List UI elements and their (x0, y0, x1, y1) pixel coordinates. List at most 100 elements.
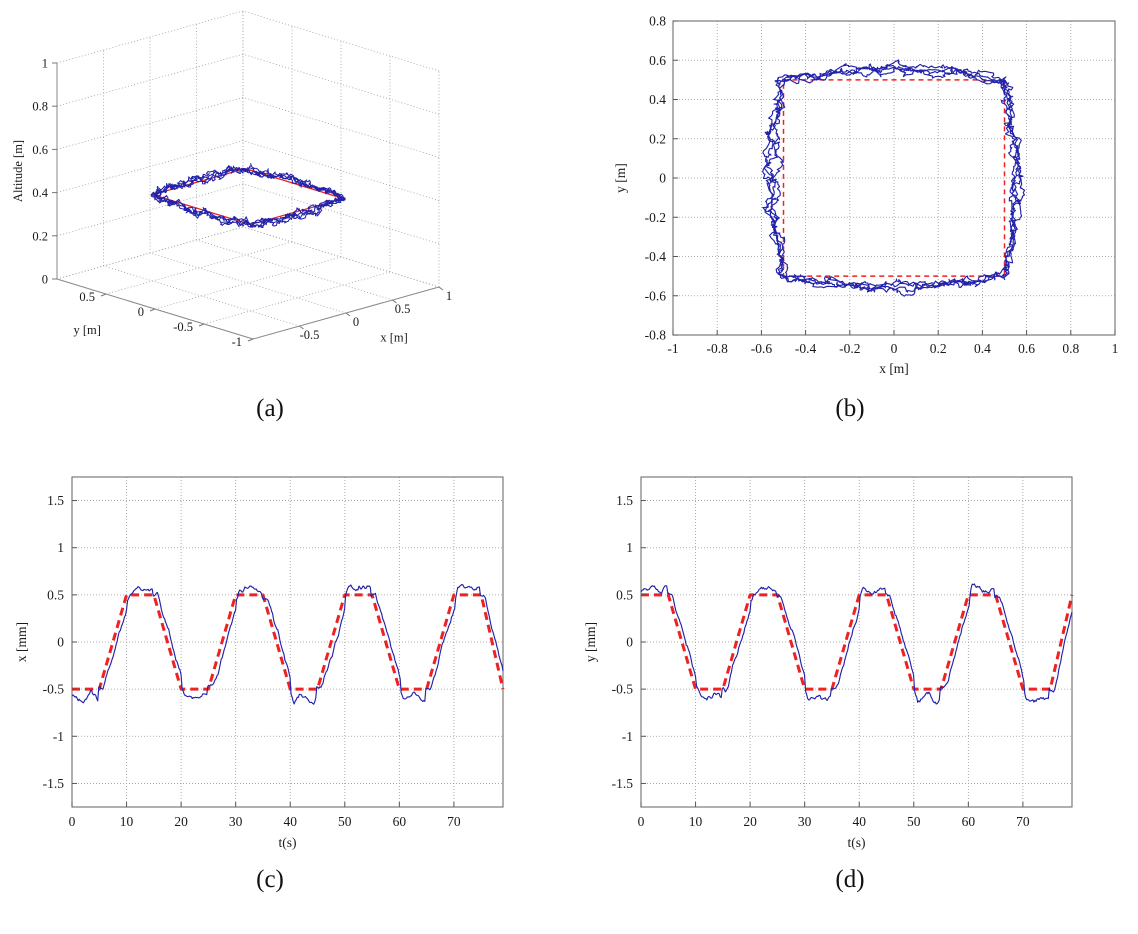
axis-label: 0 (659, 171, 666, 186)
axis-label: 0.6 (649, 53, 666, 68)
axis-label: -0.6 (751, 341, 773, 356)
axis-ticks: -1.5 -1 -0.5 0 0.5 1 1.5 0 10 20 30 40 50 60 70 (43, 493, 461, 829)
axis-label: 50 (907, 814, 921, 829)
reference-trace (150, 167, 346, 226)
grid-lines (72, 477, 503, 807)
axis-label: -0.5 (43, 682, 65, 697)
axis-label: -1.5 (612, 776, 634, 791)
subplot-b-xy-trajectory: -0.8 -0.6 -0.4 -0.2 0 0.2 0.4 0.6 0.8 -1 -0.8 -0.6-… (569, 0, 1138, 390)
y-axis-title: y [m] (73, 323, 100, 337)
axis-label: 60 (393, 814, 407, 829)
axis-label: -1 (232, 335, 242, 349)
axis-label: 60 (962, 814, 976, 829)
axis-label: 0.8 (1062, 341, 1079, 356)
axis-label: 0.6 (1018, 341, 1035, 356)
axis-label: 0 (626, 635, 633, 650)
axis-label: 10 (689, 814, 703, 829)
actual-trace (150, 163, 346, 229)
axis-label: -1 (667, 341, 678, 356)
axis-label: -0.8 (707, 341, 729, 356)
plot-b: -0.8-0.6-0.4-0.200.20.40.60.8-1 -0.8 -0.6-… (613, 14, 1118, 377)
axis-label: 0 (638, 814, 645, 829)
axis-label: 0 (42, 273, 48, 287)
axis-label: 1 (57, 540, 64, 555)
plot-c: -1.5 -1 -0.5 0 0.5 1 1.5 0 10 20 30 40 50 60 70 t(s) x [… (14, 476, 505, 850)
axis-label: -1 (53, 729, 64, 744)
axis-label: 50 (338, 814, 352, 829)
axis-label: 1 (1112, 341, 1119, 356)
grid-lines (673, 21, 1115, 335)
subplot-c-x-vs-time: -1.5 -1 -0.5 0 0.5 1 1.5 0 10 20 30 40 50 60 70 t(s) x [… (0, 455, 569, 860)
x-axis-title: x [m] (380, 331, 407, 345)
axis-label: 30 (798, 814, 812, 829)
axis-label: 0 (138, 305, 144, 319)
axis-label: 40 (283, 814, 297, 829)
axis-label: 30 (229, 814, 243, 829)
axis-label: -0.6 (645, 288, 667, 303)
axis-label: 70 (1016, 814, 1030, 829)
axis-label: 70 (447, 814, 461, 829)
plot-a: 0 0.2 0.4 0.6 0.8 1 -1 -0.5 0 0.5 -0.5 0 0.5 1 Altitud… (11, 10, 452, 350)
axis-label: -0.4 (645, 249, 667, 264)
y-axis-title: x [mm] (14, 622, 29, 662)
axis-label: 0 (891, 341, 898, 356)
caption-d: (d) (835, 866, 865, 893)
axis-label: 0.2 (32, 229, 48, 243)
axis-label: 0.5 (395, 302, 411, 316)
axis-label: -0.8 (645, 328, 667, 343)
axis-label: 0.4 (32, 186, 48, 200)
axis-label: -1.5 (43, 776, 65, 791)
grid-walls (56, 10, 440, 340)
axis-label: 0.8 (649, 14, 666, 29)
y-axis-title: y [mm] (583, 622, 598, 662)
axis-label: 0.5 (616, 587, 633, 602)
actual-trace (71, 583, 504, 705)
axis-label: 1 (446, 289, 452, 303)
actual-trace (762, 59, 1026, 297)
axis-label: 20 (743, 814, 757, 829)
axis-label: 1 (42, 57, 48, 71)
axis-label: 0.5 (47, 587, 64, 602)
axis-label: -1 (622, 729, 633, 744)
axis-label: -0.5 (173, 320, 193, 334)
axis-ticks: 0 0.2 0.4 0.6 0.8 1 -1 -0.5 0 0.5 -0.5 0 0.5 1 (32, 57, 452, 350)
x-axis-title: x [m] (879, 361, 909, 376)
axis-label: 0 (353, 315, 359, 329)
axis-label: 0.2 (930, 341, 947, 356)
plot-d: -1.5 -1 -0.5 0 0.5 1 1.5 0 10 20 30 40 50 60 70 t(s) y [… (583, 476, 1074, 850)
x-axis-title: t(s) (848, 835, 866, 850)
grid-lines (641, 477, 1072, 807)
axis-label: 0.6 (32, 143, 48, 157)
axis-label: 10 (120, 814, 134, 829)
axis-label: -0.5 (300, 328, 320, 342)
subplot-a-3d-trajectory: 0 0.2 0.4 0.6 0.8 1 -1 -0.5 0 0.5 -0.5 0 0.5 1 Altitud… (0, 0, 569, 390)
axis-label: 1.5 (616, 493, 633, 508)
axis-label: 0.5 (79, 290, 95, 304)
axis-spines (56, 63, 440, 340)
caption-c: (c) (256, 866, 284, 893)
axis-label: 40 (852, 814, 866, 829)
axis-label: 0.2 (649, 131, 666, 146)
axis-label: 0.4 (974, 341, 991, 356)
axis-label: -0.2 (645, 210, 666, 225)
caption-a: (a) (256, 395, 284, 422)
reference-trace (641, 593, 1074, 691)
subplot-d-y-vs-time: -1.5 -1 -0.5 0 0.5 1 1.5 0 10 20 30 40 50 60 70 t(s) y [… (569, 455, 1138, 860)
actual-trace (640, 583, 1073, 705)
caption-b: (b) (835, 395, 865, 422)
x-axis-title: t(s) (279, 835, 297, 850)
axis-label: -0.4 (795, 341, 817, 356)
axis-label: -0.5 (612, 682, 634, 697)
axis-label: 0.4 (649, 92, 666, 107)
axis-label: 0 (57, 635, 64, 650)
axis-label: 1 (626, 540, 633, 555)
y-axis-title: y [m] (613, 163, 628, 193)
axis-label: 0.8 (32, 100, 48, 114)
axis-ticks: -0.8-0.6-0.4-0.200.20.40.60.8-1 -0.8 -0.6-… (645, 14, 1119, 357)
axis-label: -0.2 (839, 341, 860, 356)
z-axis-title: Altitude [m] (11, 140, 25, 202)
axis-label: 20 (174, 814, 188, 829)
axis-label: 1.5 (47, 493, 64, 508)
axis-label: 0 (69, 814, 76, 829)
